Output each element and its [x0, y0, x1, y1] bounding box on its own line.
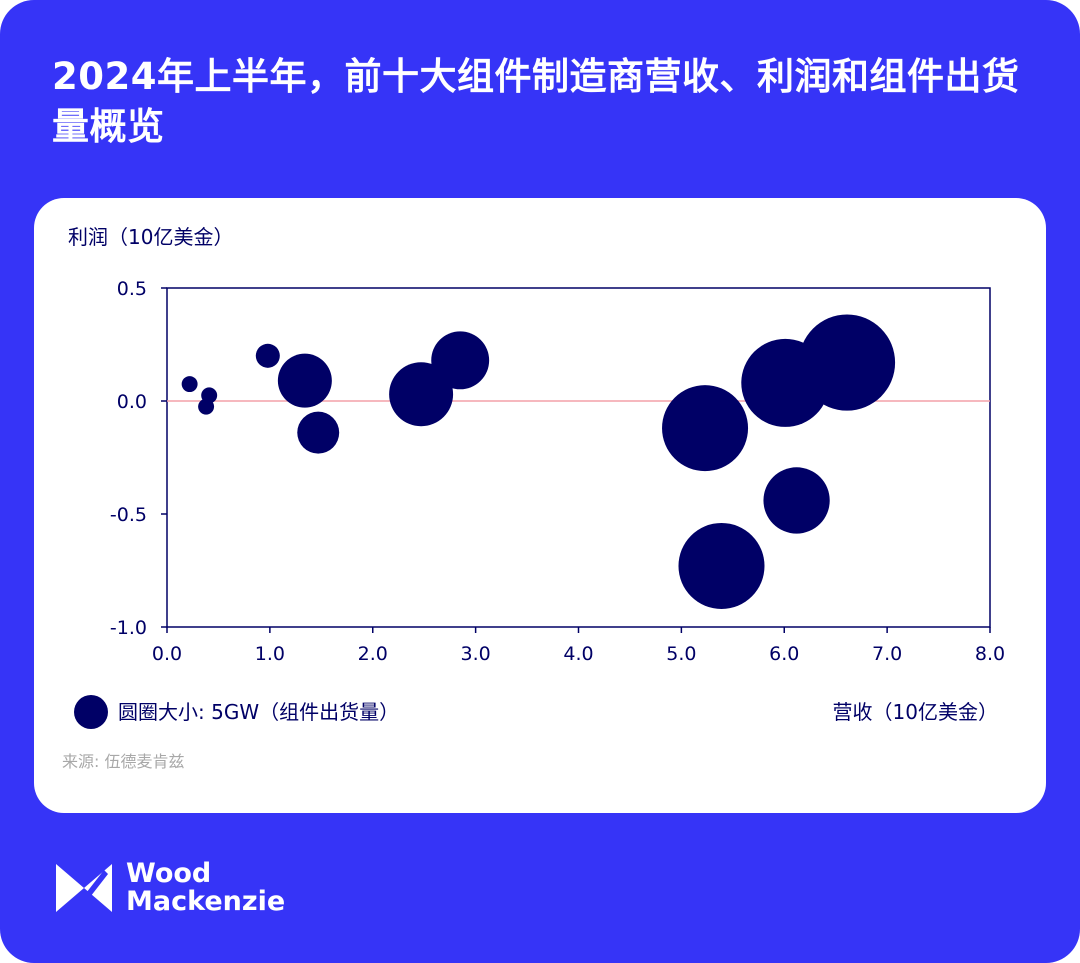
bubble: [662, 385, 749, 472]
y-tick-label: -1.0: [110, 617, 147, 639]
y-axis-label: 利润（10亿美金）: [68, 225, 233, 249]
x-tick-label: 5.0: [666, 643, 696, 665]
legend-label: 圆圈大小: 5GW（组件出货量）: [118, 700, 399, 724]
bubble: [198, 398, 215, 415]
brand-name-line1: Wood: [126, 858, 212, 889]
x-tick-label: 0.0: [152, 643, 182, 665]
x-tick-label: 6.0: [769, 643, 799, 665]
bubble: [255, 343, 280, 368]
x-axis-label: 营收（10亿美金）: [833, 700, 998, 724]
wood-mackenzie-logo-icon: [56, 864, 112, 912]
bubble: [181, 376, 198, 393]
y-tick-label: 0.5: [117, 278, 147, 300]
page-title: 2024年上半年，前十大组件制造商营收、利润和组件出货量概览: [52, 55, 1020, 148]
x-tick-label: 3.0: [461, 643, 491, 665]
x-tick-label: 7.0: [872, 643, 902, 665]
bubble: [763, 467, 830, 534]
x-tick-label: 1.0: [255, 643, 285, 665]
legend-bubble: [74, 695, 108, 729]
x-tick-label: 2.0: [358, 643, 388, 665]
bubble: [277, 353, 332, 408]
x-tick-label: 8.0: [975, 643, 1005, 665]
bubble: [431, 331, 490, 390]
x-tick-label: 4.0: [563, 643, 593, 665]
y-tick-label: 0.0: [117, 391, 147, 413]
brand-name-line2: Mackenzie: [126, 886, 286, 917]
y-tick-label: -0.5: [110, 504, 147, 526]
bubble: [389, 362, 454, 427]
bubble: [798, 314, 896, 411]
chart-card: [34, 198, 1046, 813]
bubble: [297, 411, 340, 454]
source-note: 来源: 伍德麦肯兹: [62, 752, 184, 771]
bubble: [678, 522, 765, 609]
brand-name: Wood Mackenzie: [126, 860, 285, 916]
